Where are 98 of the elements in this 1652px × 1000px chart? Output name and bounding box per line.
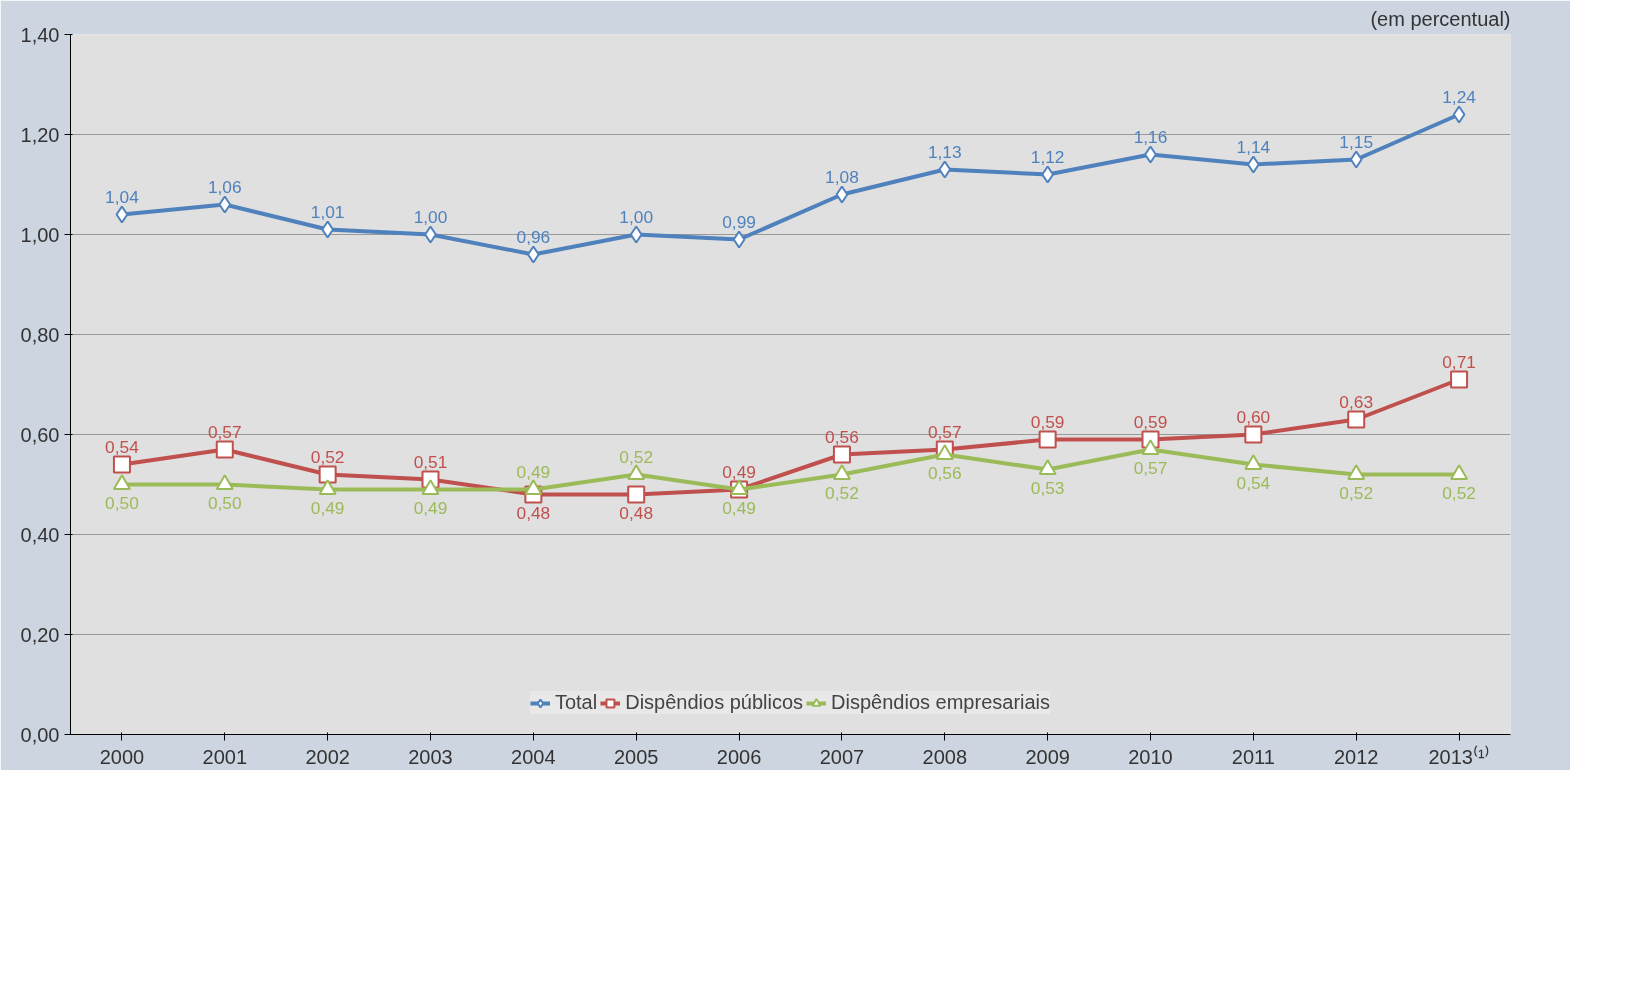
data-label: 1,01 bbox=[310, 201, 345, 222]
x-tick-label: 2000 bbox=[99, 745, 145, 768]
x-tick-label: 2003 bbox=[408, 745, 453, 768]
data-label: 0,56 bbox=[825, 426, 859, 447]
point bbox=[938, 160, 952, 179]
x-tick-label: 2002 bbox=[305, 745, 350, 768]
y-tick-label: 1,40 bbox=[20, 23, 60, 46]
point bbox=[318, 465, 337, 484]
point bbox=[215, 440, 234, 459]
data-label: 0,57 bbox=[1133, 457, 1168, 478]
data-label: 0,52 bbox=[619, 446, 654, 467]
point bbox=[1450, 370, 1469, 389]
y-tick-label: 0,40 bbox=[20, 523, 60, 546]
data-label: 0,49 bbox=[310, 497, 345, 518]
point bbox=[935, 444, 954, 461]
point bbox=[1347, 410, 1366, 429]
point bbox=[832, 464, 851, 481]
point bbox=[1141, 439, 1160, 456]
x-tick-label: 2006 bbox=[716, 745, 762, 768]
point bbox=[629, 225, 643, 244]
data-label: 1,06 bbox=[207, 176, 242, 197]
point bbox=[218, 195, 232, 214]
data-label: 1,12 bbox=[1030, 146, 1065, 167]
point bbox=[1244, 454, 1263, 471]
legend-label: Dispêndios empresariais bbox=[831, 691, 1051, 714]
data-label: 1,24 bbox=[1442, 86, 1477, 107]
data-label: 0,51 bbox=[413, 451, 448, 472]
data-label: 0,49 bbox=[516, 461, 551, 482]
legend-label: Total bbox=[554, 691, 598, 714]
data-label: 0,52 bbox=[310, 446, 345, 467]
point bbox=[832, 445, 851, 464]
data-label: 0,57 bbox=[927, 421, 962, 442]
data-label: 0,63 bbox=[1339, 391, 1374, 412]
point bbox=[1349, 150, 1363, 169]
text: (em percentual) bbox=[1370, 7, 1511, 30]
data-label: 0,50 bbox=[105, 492, 139, 513]
data-label: 0,96 bbox=[516, 226, 551, 247]
data-label: 0,52 bbox=[825, 482, 859, 503]
data-label: 0,48 bbox=[619, 502, 654, 523]
data-label: 0,60 bbox=[1236, 406, 1271, 427]
point bbox=[1452, 105, 1466, 124]
point bbox=[627, 464, 646, 481]
point bbox=[1244, 425, 1263, 444]
data-label: 0,54 bbox=[105, 436, 140, 457]
point bbox=[421, 479, 440, 496]
data-label: 1,15 bbox=[1339, 131, 1374, 152]
y-tick-label: 0,20 bbox=[20, 623, 60, 646]
data-label: 0,50 bbox=[207, 492, 242, 513]
point bbox=[732, 230, 746, 249]
x-tick-label: 2013⁽¹⁾ bbox=[1428, 744, 1490, 768]
data-label: 0,56 bbox=[927, 462, 962, 483]
data-label: 0,53 bbox=[1030, 477, 1065, 498]
data-label: 0,48 bbox=[516, 502, 551, 523]
data-label: 0,59 bbox=[1133, 411, 1168, 432]
x-tick-label: 2012 bbox=[1333, 745, 1379, 768]
point bbox=[318, 479, 337, 496]
data-label: 0,52 bbox=[1442, 482, 1476, 503]
data-label: 1,16 bbox=[1133, 126, 1168, 147]
point bbox=[112, 474, 131, 491]
x-tick-label: 2010 bbox=[1128, 745, 1173, 768]
y-tick-label: 1,00 bbox=[20, 223, 60, 246]
data-label: 1,13 bbox=[927, 141, 962, 162]
point bbox=[1038, 430, 1057, 449]
point bbox=[215, 474, 234, 491]
point bbox=[1347, 464, 1366, 481]
data-label: 0,57 bbox=[207, 421, 242, 442]
data-label: 0,71 bbox=[1442, 351, 1476, 372]
y-tick-label: 0,00 bbox=[20, 723, 60, 746]
data-label: 0,49 bbox=[413, 497, 448, 518]
point bbox=[524, 479, 543, 496]
data-label: 0,59 bbox=[1030, 411, 1065, 432]
data-label: 0,52 bbox=[1339, 482, 1374, 503]
point bbox=[115, 205, 129, 224]
data-label: 0,49 bbox=[722, 497, 756, 518]
y-tick-label: 0,60 bbox=[20, 423, 60, 446]
point bbox=[835, 185, 849, 204]
data-label: 1,08 bbox=[825, 166, 859, 187]
point bbox=[1450, 464, 1469, 481]
x-tick-label: 2008 bbox=[922, 745, 968, 768]
x-tick-label: 2004 bbox=[511, 745, 556, 768]
x-tick-label: 2005 bbox=[613, 745, 659, 768]
data-label: 0,54 bbox=[1236, 472, 1271, 493]
point bbox=[1038, 459, 1057, 476]
point bbox=[112, 455, 131, 474]
legend-label: Dispêndios públicos bbox=[625, 691, 804, 714]
data-label: 0,49 bbox=[722, 461, 756, 482]
data-label: 0,99 bbox=[722, 211, 756, 232]
y-tick-label: 1,20 bbox=[20, 123, 60, 146]
point bbox=[627, 485, 646, 504]
y-tick-label: 0,80 bbox=[20, 323, 60, 346]
data-label: 1,04 bbox=[105, 186, 140, 207]
x-tick-label: 2001 bbox=[202, 745, 248, 768]
x-tick-label: 2011 bbox=[1231, 745, 1275, 768]
x-tick-label: 2007 bbox=[819, 745, 865, 768]
data-label: 1,14 bbox=[1236, 136, 1271, 157]
x-tick-label: 2009 bbox=[1025, 745, 1070, 768]
data-label: 1,00 bbox=[619, 206, 654, 227]
data-label: 1,00 bbox=[413, 206, 448, 227]
